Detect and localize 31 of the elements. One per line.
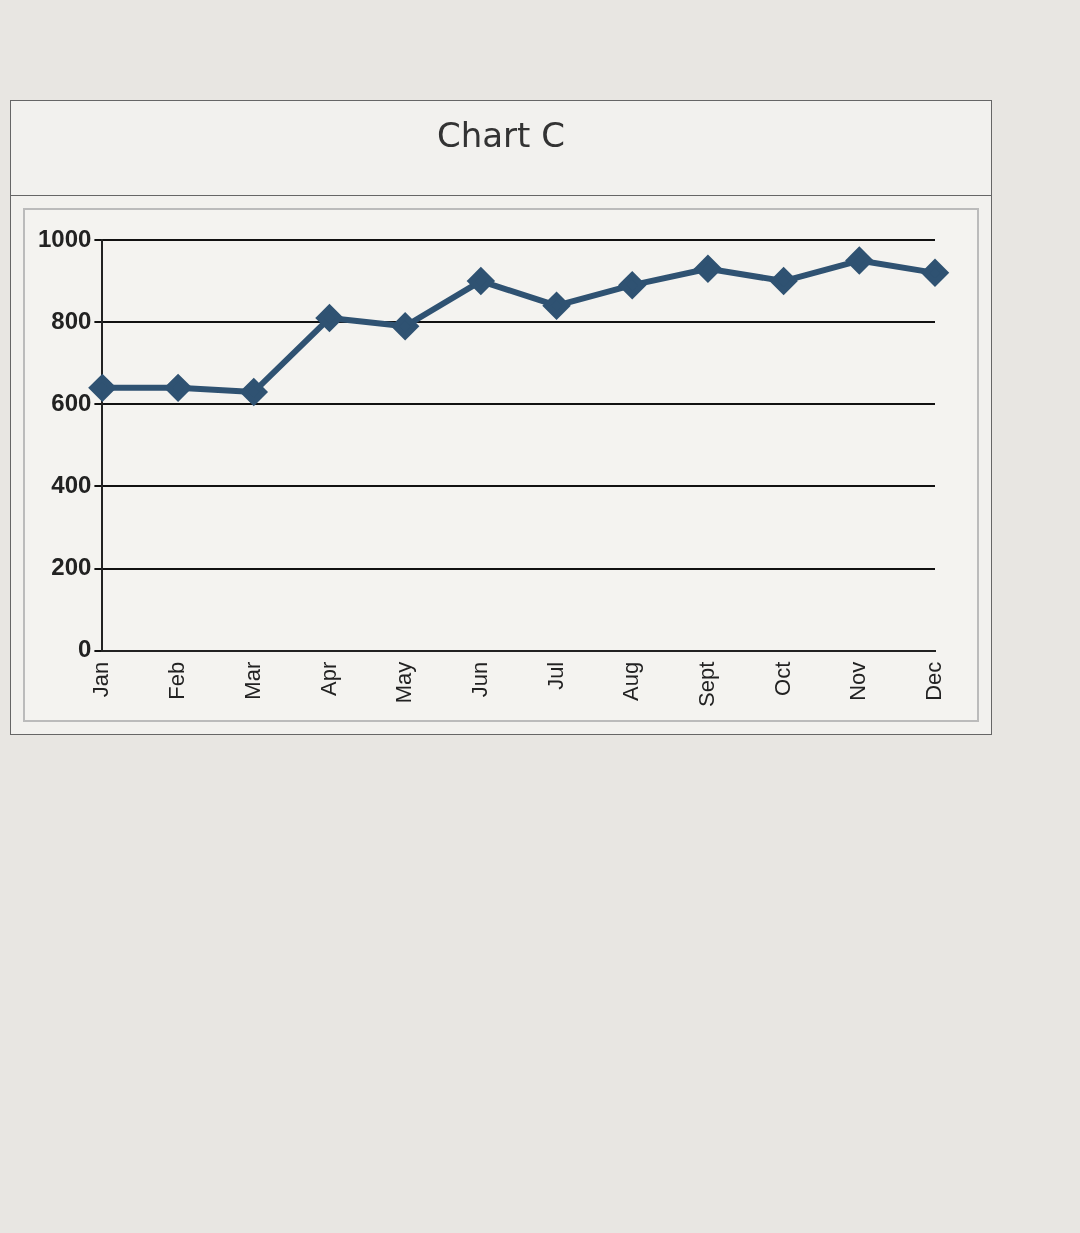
x-tick-label: Dec bbox=[921, 661, 947, 701]
y-tick-label: 600 bbox=[51, 388, 92, 416]
point bbox=[392, 313, 419, 340]
x-tick-label: Jan bbox=[88, 661, 114, 698]
point bbox=[846, 247, 873, 274]
x-tick-label: Oct bbox=[769, 661, 795, 696]
x-tick-label: Jun bbox=[466, 661, 492, 698]
x-tick-label: Nov bbox=[845, 661, 871, 701]
point bbox=[770, 268, 797, 295]
point bbox=[619, 272, 646, 299]
point bbox=[240, 378, 267, 405]
chart-title: Chart C bbox=[11, 101, 991, 196]
y-tick-label: 1000 bbox=[38, 224, 92, 252]
x-tick-label: Aug bbox=[618, 661, 644, 701]
point bbox=[543, 292, 570, 319]
x-tick-label: May bbox=[391, 661, 417, 704]
y-tick-label: 400 bbox=[51, 471, 92, 499]
y-tick-label: 0 bbox=[78, 635, 92, 663]
x-tick-label: Feb bbox=[164, 661, 190, 700]
point bbox=[922, 259, 948, 286]
point bbox=[316, 305, 343, 332]
point bbox=[89, 374, 116, 401]
point bbox=[467, 268, 494, 295]
x-tick-label: Apr bbox=[315, 661, 341, 696]
x-tick-label: Jul bbox=[542, 661, 568, 690]
x-tick-label: Sept bbox=[693, 661, 719, 708]
y-tick-label: 800 bbox=[51, 306, 92, 334]
point bbox=[694, 255, 721, 282]
y-tick-label: 200 bbox=[51, 553, 92, 581]
point bbox=[165, 374, 192, 401]
x-tick-label: Mar bbox=[239, 661, 265, 700]
